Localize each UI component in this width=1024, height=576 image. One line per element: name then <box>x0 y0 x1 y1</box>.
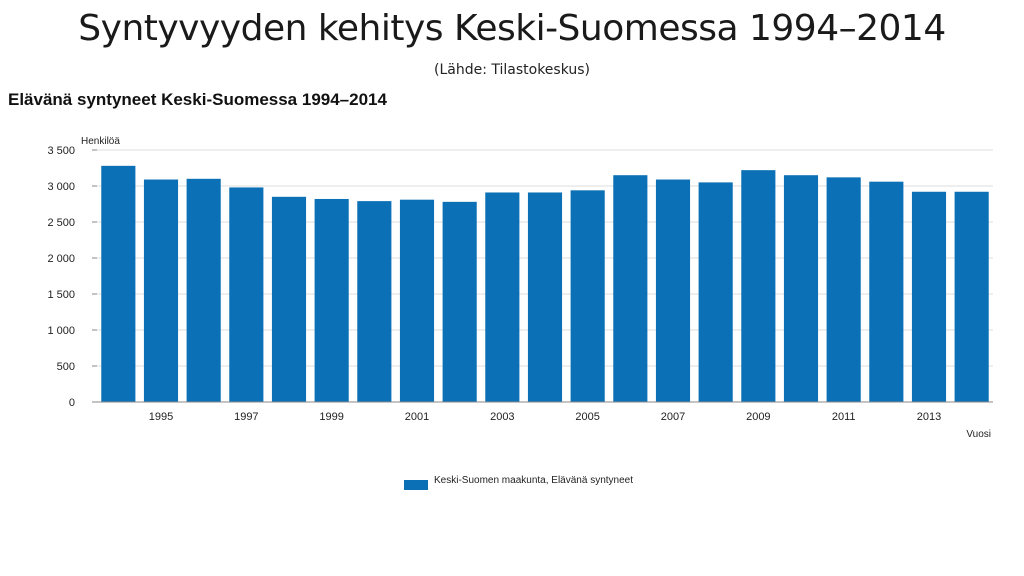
y-tick-label: 3 000 <box>47 181 75 193</box>
y-axis-title: Henkilöä <box>81 136 120 147</box>
bar <box>101 165 136 402</box>
x-tick-label: 2003 <box>490 411 514 423</box>
bar <box>869 181 904 402</box>
y-tick-label: 0 <box>69 397 75 409</box>
legend: Keski-Suomen maakunta, Elävänä syntyneet <box>404 475 644 490</box>
x-tick-label: 1997 <box>234 411 258 423</box>
x-tick-label: 2001 <box>405 411 429 423</box>
bar <box>570 190 605 402</box>
bar <box>741 170 776 402</box>
bar <box>314 198 349 402</box>
x-tick-label: 2009 <box>746 411 770 423</box>
bar <box>783 175 819 402</box>
y-tick-label: 500 <box>57 361 75 373</box>
bar <box>357 201 392 402</box>
x-axis-title: Vuosi <box>966 429 991 440</box>
bar <box>698 182 733 402</box>
y-tick-label: 3 500 <box>47 145 75 157</box>
bar <box>229 187 264 402</box>
bar <box>399 199 435 402</box>
legend-label: Keski-Suomen maakunta, Elävänä syntyneet <box>434 475 633 486</box>
y-tick-label: 1 000 <box>47 325 75 337</box>
bar <box>655 179 691 402</box>
x-tick-label: 2011 <box>832 411 856 423</box>
chart-title: Elävänä syntyneet Keski-Suomessa 1994–20… <box>8 90 387 109</box>
x-tick-label: 1999 <box>319 411 343 423</box>
slide-title: Syntyvyyden kehitys Keski-Suomessa 1994–… <box>78 8 946 49</box>
bar <box>485 192 520 402</box>
slide-subtitle: (Lähde: Tilastokeskus) <box>433 62 591 78</box>
bar <box>442 201 477 402</box>
bar <box>911 191 947 402</box>
bars <box>101 165 989 402</box>
bar <box>186 178 221 402</box>
x-tick-label: 2013 <box>917 411 941 423</box>
y-tick-label: 1 500 <box>47 289 75 301</box>
x-tick-label: 2007 <box>661 411 685 423</box>
legend-swatch <box>404 480 428 490</box>
x-tick-label: 2005 <box>575 411 599 423</box>
bar <box>826 177 861 402</box>
bar <box>527 192 563 402</box>
bar <box>954 191 989 402</box>
y-tick-label: 2 000 <box>47 253 75 265</box>
y-tick-label: 2 500 <box>47 217 75 229</box>
bar <box>271 196 307 402</box>
bar <box>143 179 179 402</box>
x-tick-label: 1995 <box>149 411 173 423</box>
axes: 0 500 1 000 1 500 2 000 2 500 3 000 3 500 1995 19… <box>47 145 993 423</box>
bar <box>613 175 648 402</box>
